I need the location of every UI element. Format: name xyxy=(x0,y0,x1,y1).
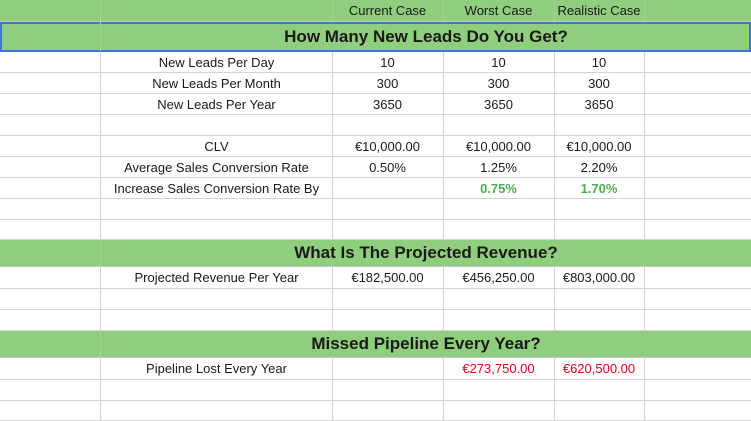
cell-worst-leads-per-year[interactable]: 3650 xyxy=(484,96,513,112)
cell-worst-projected-revenue[interactable]: €456,250.00 xyxy=(462,270,535,285)
section-title-revenue: What Is The Projected Revenue? xyxy=(294,243,558,262)
section-pipeline-row[interactable]: Missed Pipeline Every Year? xyxy=(0,331,751,358)
label-increase-conversion: Increase Sales Conversion Rate By xyxy=(113,180,320,196)
cell-current-clv[interactable]: €10,000.00 xyxy=(354,138,421,154)
label-leads-per-month: New Leads Per Month xyxy=(152,75,281,91)
section-revenue-row[interactable]: What Is The Projected Revenue? xyxy=(0,240,751,267)
section-title-leads: How Many New Leads Do You Get? xyxy=(284,26,568,46)
cell-worst-increase-conversion[interactable]: 0.75% xyxy=(480,180,517,196)
row-clv[interactable]: CLV €10,000.00 €10,000.00 €10,000.00 xyxy=(0,136,751,157)
header-realistic-case[interactable]: Realistic Case xyxy=(557,3,641,18)
empty-row[interactable] xyxy=(0,199,751,220)
cell-current-pipeline-lost[interactable] xyxy=(332,358,443,379)
empty-row[interactable] xyxy=(0,380,751,401)
cell-realistic-conversion-rate[interactable]: 2.20% xyxy=(580,159,618,175)
row-projected-revenue[interactable]: Projected Revenue Per Year €182,500.00 €… xyxy=(0,267,751,289)
label-clv: CLV xyxy=(204,138,229,154)
empty-row[interactable] xyxy=(0,401,751,421)
cell-realistic-increase-conversion[interactable]: 1.70% xyxy=(580,180,618,196)
cell-worst-leads-per-day[interactable]: 10 xyxy=(491,54,506,70)
cell-realistic-leads-per-year[interactable]: 3650 xyxy=(584,96,614,112)
column-header-row: Current Case Worst Case Realistic Case xyxy=(0,0,751,22)
empty-row[interactable] xyxy=(0,115,751,136)
cell-worst-clv[interactable]: €10,000.00 xyxy=(465,138,532,154)
row-leads-per-day[interactable]: New Leads Per Day 10 10 10 xyxy=(0,52,751,73)
row-leads-per-year[interactable]: New Leads Per Year 3650 3650 3650 xyxy=(0,94,751,115)
label-leads-per-year: New Leads Per Year xyxy=(157,96,276,112)
label-conversion-rate: Average Sales Conversion Rate xyxy=(124,159,309,175)
cell-realistic-leads-per-month[interactable]: 300 xyxy=(588,75,610,91)
row-increase-conversion[interactable]: Increase Sales Conversion Rate By 0.75% … xyxy=(0,178,751,199)
cell-current-leads-per-year[interactable]: 3650 xyxy=(373,96,402,112)
cell-current-conversion-rate[interactable]: 0.50% xyxy=(369,159,406,175)
empty-row[interactable] xyxy=(0,289,751,310)
empty-row[interactable] xyxy=(0,310,751,331)
cell-realistic-clv[interactable]: €10,000.00 xyxy=(566,138,632,154)
section-title-pipeline: Missed Pipeline Every Year? xyxy=(311,334,541,353)
cell-current-leads-per-month[interactable]: 300 xyxy=(376,75,399,91)
label-projected-revenue: Projected Revenue Per Year xyxy=(134,270,299,285)
cell-current-increase-conversion[interactable] xyxy=(332,178,443,198)
cell-realistic-pipeline-lost[interactable]: €620,500.00 xyxy=(562,361,636,376)
cell-current-leads-per-day[interactable]: 10 xyxy=(380,54,395,70)
cell-worst-leads-per-month[interactable]: 300 xyxy=(487,75,510,91)
row-leads-per-month[interactable]: New Leads Per Month 300 300 300 xyxy=(0,73,751,94)
row-pipeline-lost[interactable]: Pipeline Lost Every Year €273,750.00 €62… xyxy=(0,358,751,380)
section-leads-row[interactable]: How Many New Leads Do You Get? xyxy=(0,22,751,52)
row-conversion-rate[interactable]: Average Sales Conversion Rate 0.50% 1.25… xyxy=(0,157,751,178)
header-worst-case[interactable]: Worst Case xyxy=(464,3,533,18)
label-leads-per-day: New Leads Per Day xyxy=(158,54,275,70)
header-current-case[interactable]: Current Case xyxy=(348,3,427,18)
cell-realistic-leads-per-day[interactable]: 10 xyxy=(591,54,607,70)
cell-current-projected-revenue[interactable]: €182,500.00 xyxy=(351,270,424,285)
cell-worst-pipeline-lost[interactable]: €273,750.00 xyxy=(462,361,535,376)
empty-row[interactable] xyxy=(0,220,751,240)
cell-worst-conversion-rate[interactable]: 1.25% xyxy=(480,159,517,175)
cell-realistic-projected-revenue[interactable]: €803,000.00 xyxy=(562,270,636,285)
label-pipeline-lost: Pipeline Lost Every Year xyxy=(146,361,287,376)
